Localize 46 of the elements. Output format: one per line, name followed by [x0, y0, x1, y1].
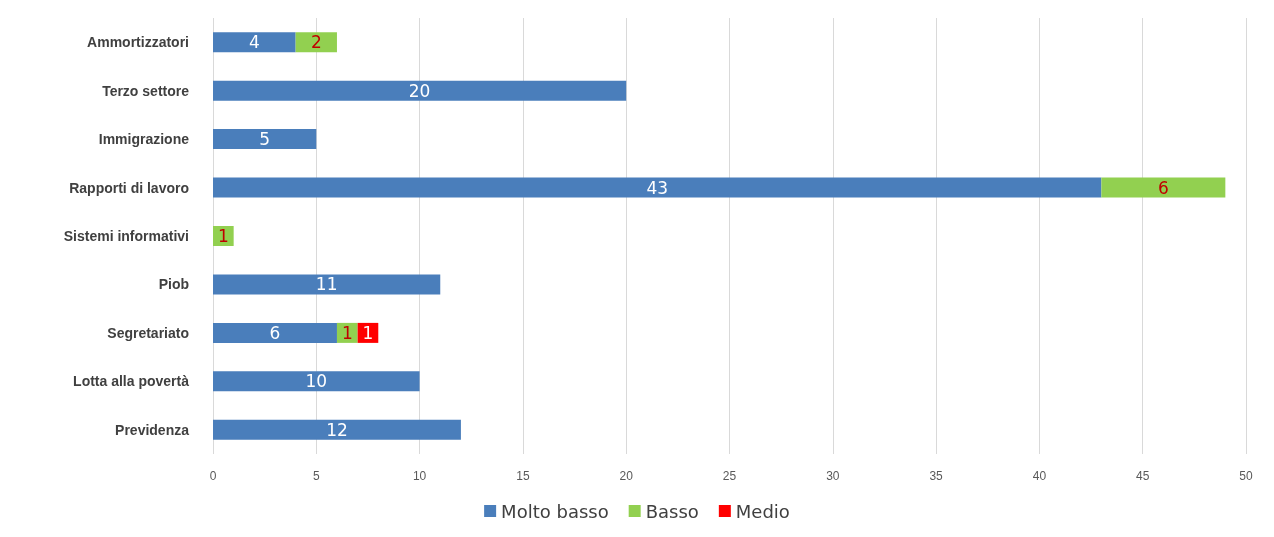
x-tick-label: 20: [619, 469, 634, 483]
y-tick-label: Piob: [158, 276, 189, 293]
x-tick-label: 5: [312, 469, 320, 483]
x-tick-label: 40: [1032, 469, 1047, 483]
bar: [213, 129, 317, 150]
x-tick-label: 35: [929, 469, 944, 483]
x-tick-label: 30: [826, 469, 840, 483]
bar: [213, 371, 420, 392]
data-label: 12: [326, 419, 348, 440]
bar: [213, 32, 296, 53]
y-tick-label: Terzo settore: [102, 82, 190, 99]
data-label: 5: [259, 129, 271, 150]
data-label: 11: [315, 274, 338, 295]
x-tick-label: 25: [722, 469, 737, 483]
x-tick-label: 0: [209, 469, 217, 483]
y-tick-label: Previdenza: [115, 421, 190, 438]
legend-label: Medio: [735, 500, 790, 522]
data-label: 20: [408, 80, 431, 101]
data-label: 10: [305, 371, 328, 392]
bar: [213, 274, 441, 295]
data-label: 1: [341, 322, 353, 343]
data-label: 43: [646, 177, 669, 198]
data-label: 6: [269, 322, 281, 343]
legend-label: Molto basso: [501, 500, 609, 522]
bar: [213, 80, 627, 101]
y-tick-label: Sistemi informativi: [63, 228, 189, 244]
bar: [213, 419, 461, 440]
bar: [213, 322, 337, 343]
x-tick-label: 50: [1239, 469, 1253, 483]
y-tick-label: Lotta alla povertà: [73, 373, 190, 390]
data-label: 1: [217, 226, 229, 246]
x-tick-label: 45: [1136, 469, 1150, 483]
data-label: 6: [1157, 177, 1169, 198]
y-tick-label: Ammortizzatori: [87, 34, 189, 51]
y-tick-label: Rapporti di lavoro: [69, 179, 189, 196]
y-tick-label: Segretariato: [107, 324, 189, 341]
legend-label: Basso: [645, 500, 699, 522]
bar: [1101, 177, 1226, 198]
bar: [295, 32, 337, 53]
x-tick-label: 10: [412, 469, 427, 483]
y-tick-label: Immigrazione: [98, 131, 190, 148]
data-label: 2: [310, 32, 322, 53]
data-label: 1: [362, 322, 374, 343]
bar: [213, 177, 1102, 198]
data-label: 4: [248, 32, 260, 53]
x-tick-label: 15: [516, 469, 530, 483]
